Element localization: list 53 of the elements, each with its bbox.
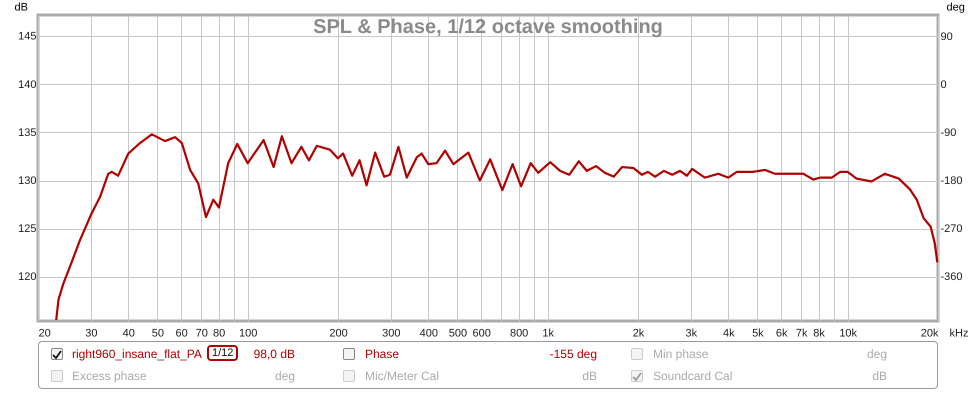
text: Soundcard Cal (653, 369, 732, 383)
text: dB (872, 369, 887, 383)
x-tick-label: 5k (752, 328, 764, 340)
y-tick-label: 120 (18, 271, 36, 284)
y-tick-label: 135 (18, 126, 36, 139)
x-tick-label: 200 (329, 328, 348, 340)
text: Phase (365, 347, 400, 361)
y2-tick-label: -90 (940, 126, 956, 139)
y2-tick-label: -360 (940, 271, 963, 284)
x-tick-label: 3k (686, 328, 698, 340)
text: 98,0 dB (254, 347, 295, 361)
x-tick-label: 40 (122, 328, 135, 340)
x-tick-label: 300 (382, 328, 401, 340)
x-axis-title: kHz (950, 328, 968, 340)
text: Mic/Meter Cal (365, 369, 440, 383)
x-tick-label: 4k (722, 328, 736, 340)
x-tick-label: 30 (85, 328, 98, 340)
x-tick-label: 7k (796, 328, 808, 340)
x-tick-label: 80 (212, 328, 226, 340)
x-tick-label: 8k (813, 328, 826, 340)
x-tick-label: 70 (196, 328, 208, 340)
y-tick-label: 130 (18, 175, 36, 188)
x-tick-label: 600 (472, 328, 491, 340)
text: Min phase (653, 347, 708, 361)
y2-axis-title: deg (946, 2, 965, 14)
chart-title: SPL & Phase, 1/12 octave smoothing (313, 16, 663, 38)
y-axis-title: dB (14, 2, 28, 14)
x-tick-label: 50 (152, 328, 164, 340)
y-tick-label: 140 (18, 78, 36, 91)
y2-tick-label: 0 (940, 78, 947, 91)
x-tick-label: 800 (510, 328, 528, 340)
y2-tick-label: 90 (940, 30, 953, 43)
x-tick-label: 20k (920, 328, 939, 340)
x-tick-label: 400 (420, 328, 438, 340)
y2-tick-label: -180 (940, 175, 963, 188)
x-tick-label: 10k (839, 328, 858, 340)
x-tick-label: 1k (542, 328, 554, 340)
text: dB (582, 369, 597, 383)
text: right960_insane_flat_PA (72, 347, 202, 361)
x-tick-label: 20 (38, 328, 51, 340)
text: -155 deg (550, 347, 597, 361)
text: Excess phase (72, 369, 147, 383)
text: deg (274, 369, 295, 383)
x-tick-label: 6k (776, 328, 788, 340)
y-tick-label: 125 (18, 223, 36, 236)
x-tick-label: 100 (239, 328, 258, 340)
y-tick-label: 145 (18, 30, 36, 43)
smoothing-icon: 1/12 (207, 345, 238, 361)
x-tick-label: 60 (176, 328, 188, 340)
x-tick-label: 2k (632, 328, 645, 340)
x-tick-label: 500 (448, 328, 468, 340)
text: deg (866, 347, 887, 361)
y2-tick-label: -270 (940, 223, 963, 236)
